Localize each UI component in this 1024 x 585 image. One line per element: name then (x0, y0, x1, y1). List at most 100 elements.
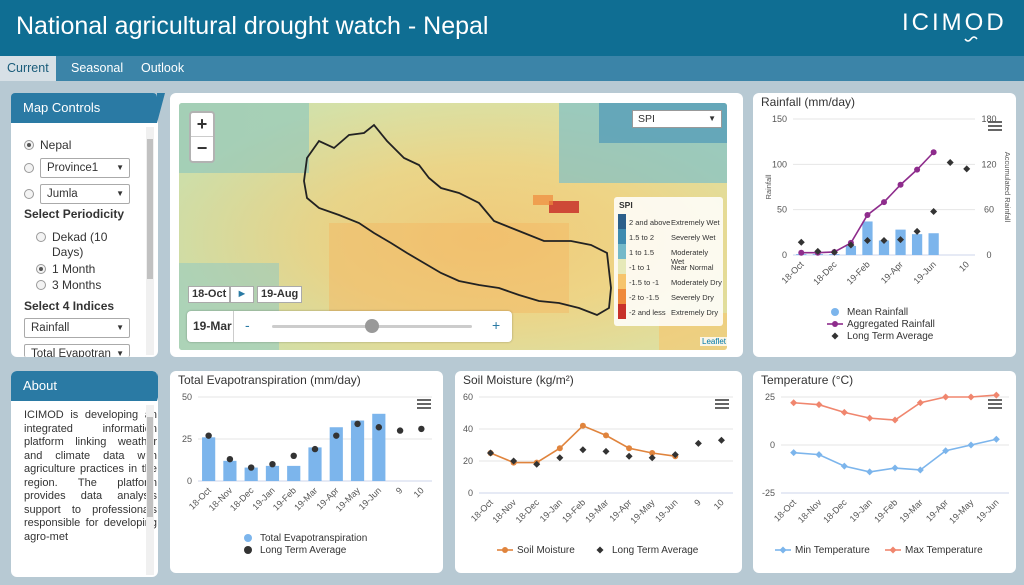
time-slider-handle[interactable] (365, 319, 379, 333)
x-tick-label: 19-May (628, 497, 657, 526)
legend-label: Total Evapotranspiration (260, 533, 367, 544)
soil-chart-panel: Soil Moisture (kg/m²) 0 20 40 60 18-Oct 18-No… (455, 371, 742, 573)
line-point (942, 447, 950, 455)
radio-province[interactable] (24, 163, 34, 173)
bar (372, 413, 386, 481)
lta-point (226, 455, 234, 463)
radio-1-month[interactable] (36, 264, 46, 274)
lta-point (418, 425, 425, 433)
chevron-down-icon: ▼ (116, 189, 124, 198)
about-scrollbar[interactable] (146, 405, 154, 575)
radio-3-months[interactable] (36, 280, 46, 290)
about-scrollbar-thumb[interactable] (147, 417, 153, 517)
lta-point (290, 452, 297, 459)
legend-label: Mean Rainfall (847, 307, 908, 318)
about-text: ICIMOD is developing an integrated infor… (24, 409, 157, 543)
y-tick-label: 0 (187, 476, 192, 486)
chart-menu-icon[interactable] (715, 399, 729, 411)
legend-row: 1 to 1.5 Moderately Wet (618, 244, 723, 266)
index-select-1-value: Rainfall (31, 322, 70, 334)
index-select-2[interactable]: Total Evapotran ▼ (24, 344, 130, 357)
district-select[interactable]: Jumla ▼ (40, 184, 130, 204)
chevron-down-icon: ▼ (116, 349, 124, 357)
x-tick-label: 18-Dec (228, 485, 256, 513)
legend-row: 1.5 to 2 Severely Wet (618, 229, 723, 244)
temp-chart-panel: Temperature (°C) -25 0 25 18-Oct 18-Nov 18-De… (753, 371, 1016, 573)
zoom-in-button[interactable]: + (191, 113, 213, 137)
bar (878, 240, 890, 255)
line-point (992, 435, 1000, 443)
legend-swatch (618, 304, 626, 319)
leaflet-attribution-link[interactable]: Leaflet (700, 337, 729, 346)
x-tick-label: 18-Dec (821, 497, 849, 525)
line-point (556, 445, 563, 452)
radio-nepal[interactable] (24, 140, 34, 150)
legend-label: Aggregated Rainfall (847, 319, 935, 330)
play-icon[interactable]: ► (230, 286, 254, 303)
y2-tick-label: 180 (981, 114, 996, 124)
y-tick-label: 0 (782, 250, 787, 260)
line-point (881, 199, 887, 206)
x-tick-label: 19-May (947, 497, 976, 526)
controls-scrollbar-thumb[interactable] (147, 139, 153, 279)
periodicity-label: Select Periodicity (24, 207, 125, 221)
legend-symbol (502, 547, 508, 553)
chart-menu-icon[interactable] (988, 399, 1002, 411)
icimod-logo[interactable]: ICIMOD (902, 9, 1014, 49)
about-panel: About ICIMOD is developing an integrated… (11, 371, 158, 577)
legend-swatch (618, 244, 626, 259)
legend-range: -1 to 1 (629, 263, 651, 272)
lta-point (913, 227, 921, 235)
legend-label: Long Term Average (847, 331, 934, 342)
x-tick-label: 18-Dec (811, 259, 839, 287)
x-tick-label: 19-Jun (357, 485, 384, 512)
legend-range: -1.5 to -1 (629, 278, 660, 287)
lta-point (247, 464, 255, 471)
soil-chart: 020406018-Oct18-Nov18-Dec19-Jan19-Feb19-… (463, 392, 733, 556)
zoom-out-button[interactable]: − (196, 138, 208, 158)
x-tick-label: 10 (712, 497, 726, 511)
slider-minus-button[interactable]: - (245, 317, 250, 333)
x-tick-label: 19-Jan (848, 497, 875, 524)
et-chart-panel: Total Evapotranspiration (mm/day) 0 25 50 1… (170, 371, 443, 573)
time-start-button[interactable]: 18-Oct (188, 286, 231, 303)
controls-scrollbar[interactable] (146, 127, 154, 355)
x-tick-label: 18-Dec (514, 497, 542, 525)
slider-plus-button[interactable]: + (492, 317, 501, 333)
lta-point (602, 447, 610, 455)
district-select-value: Jumla (47, 188, 78, 200)
legend-range: 1 to 1.5 (629, 248, 655, 257)
periodicity-dekad-label: Dekad (10 (52, 230, 108, 244)
x-tick-label: 9 (394, 485, 405, 496)
layer-select[interactable]: SPI ▼ (632, 110, 722, 128)
legend-symbol (596, 546, 604, 554)
legend-title: SPI (619, 200, 633, 210)
bar (845, 245, 857, 255)
x-tick-label: 19-Jun (653, 497, 680, 524)
about-title: About (11, 371, 158, 401)
lta-point (625, 452, 633, 460)
et-chart: 0255018-Oct18-Nov18-Dec19-Jan19-Feb19-Ma… (182, 392, 432, 556)
index-select-1[interactable]: Rainfall ▼ (24, 318, 130, 338)
tab-outlook[interactable]: Outlook (141, 61, 185, 75)
y-tick-label: 50 (182, 392, 192, 402)
y-tick-label: 25 (182, 434, 192, 444)
x-tick-label: 9 (692, 497, 703, 508)
tab-seasonal[interactable]: Seasonal (71, 61, 124, 75)
legend-label: Long Term Average (612, 545, 699, 556)
x-tick-label: 18-Oct (772, 497, 799, 524)
chart-menu-icon[interactable] (417, 399, 431, 411)
logo-text: ICIMOD (902, 9, 1007, 36)
lta-point (863, 236, 871, 244)
time-end-button[interactable]: 19-Aug (257, 286, 303, 303)
radio-dekad[interactable] (36, 232, 46, 242)
x-tick-label: 19-Feb (560, 497, 587, 524)
chart-menu-icon[interactable] (988, 121, 1002, 133)
tab-current[interactable]: Current (0, 56, 56, 81)
chevron-down-icon: ▼ (116, 163, 124, 172)
bar (911, 234, 923, 255)
lta-point (880, 236, 888, 244)
province-select[interactable]: Province1 ▼ (40, 158, 130, 178)
bar (928, 233, 939, 255)
radio-district[interactable] (24, 189, 34, 199)
